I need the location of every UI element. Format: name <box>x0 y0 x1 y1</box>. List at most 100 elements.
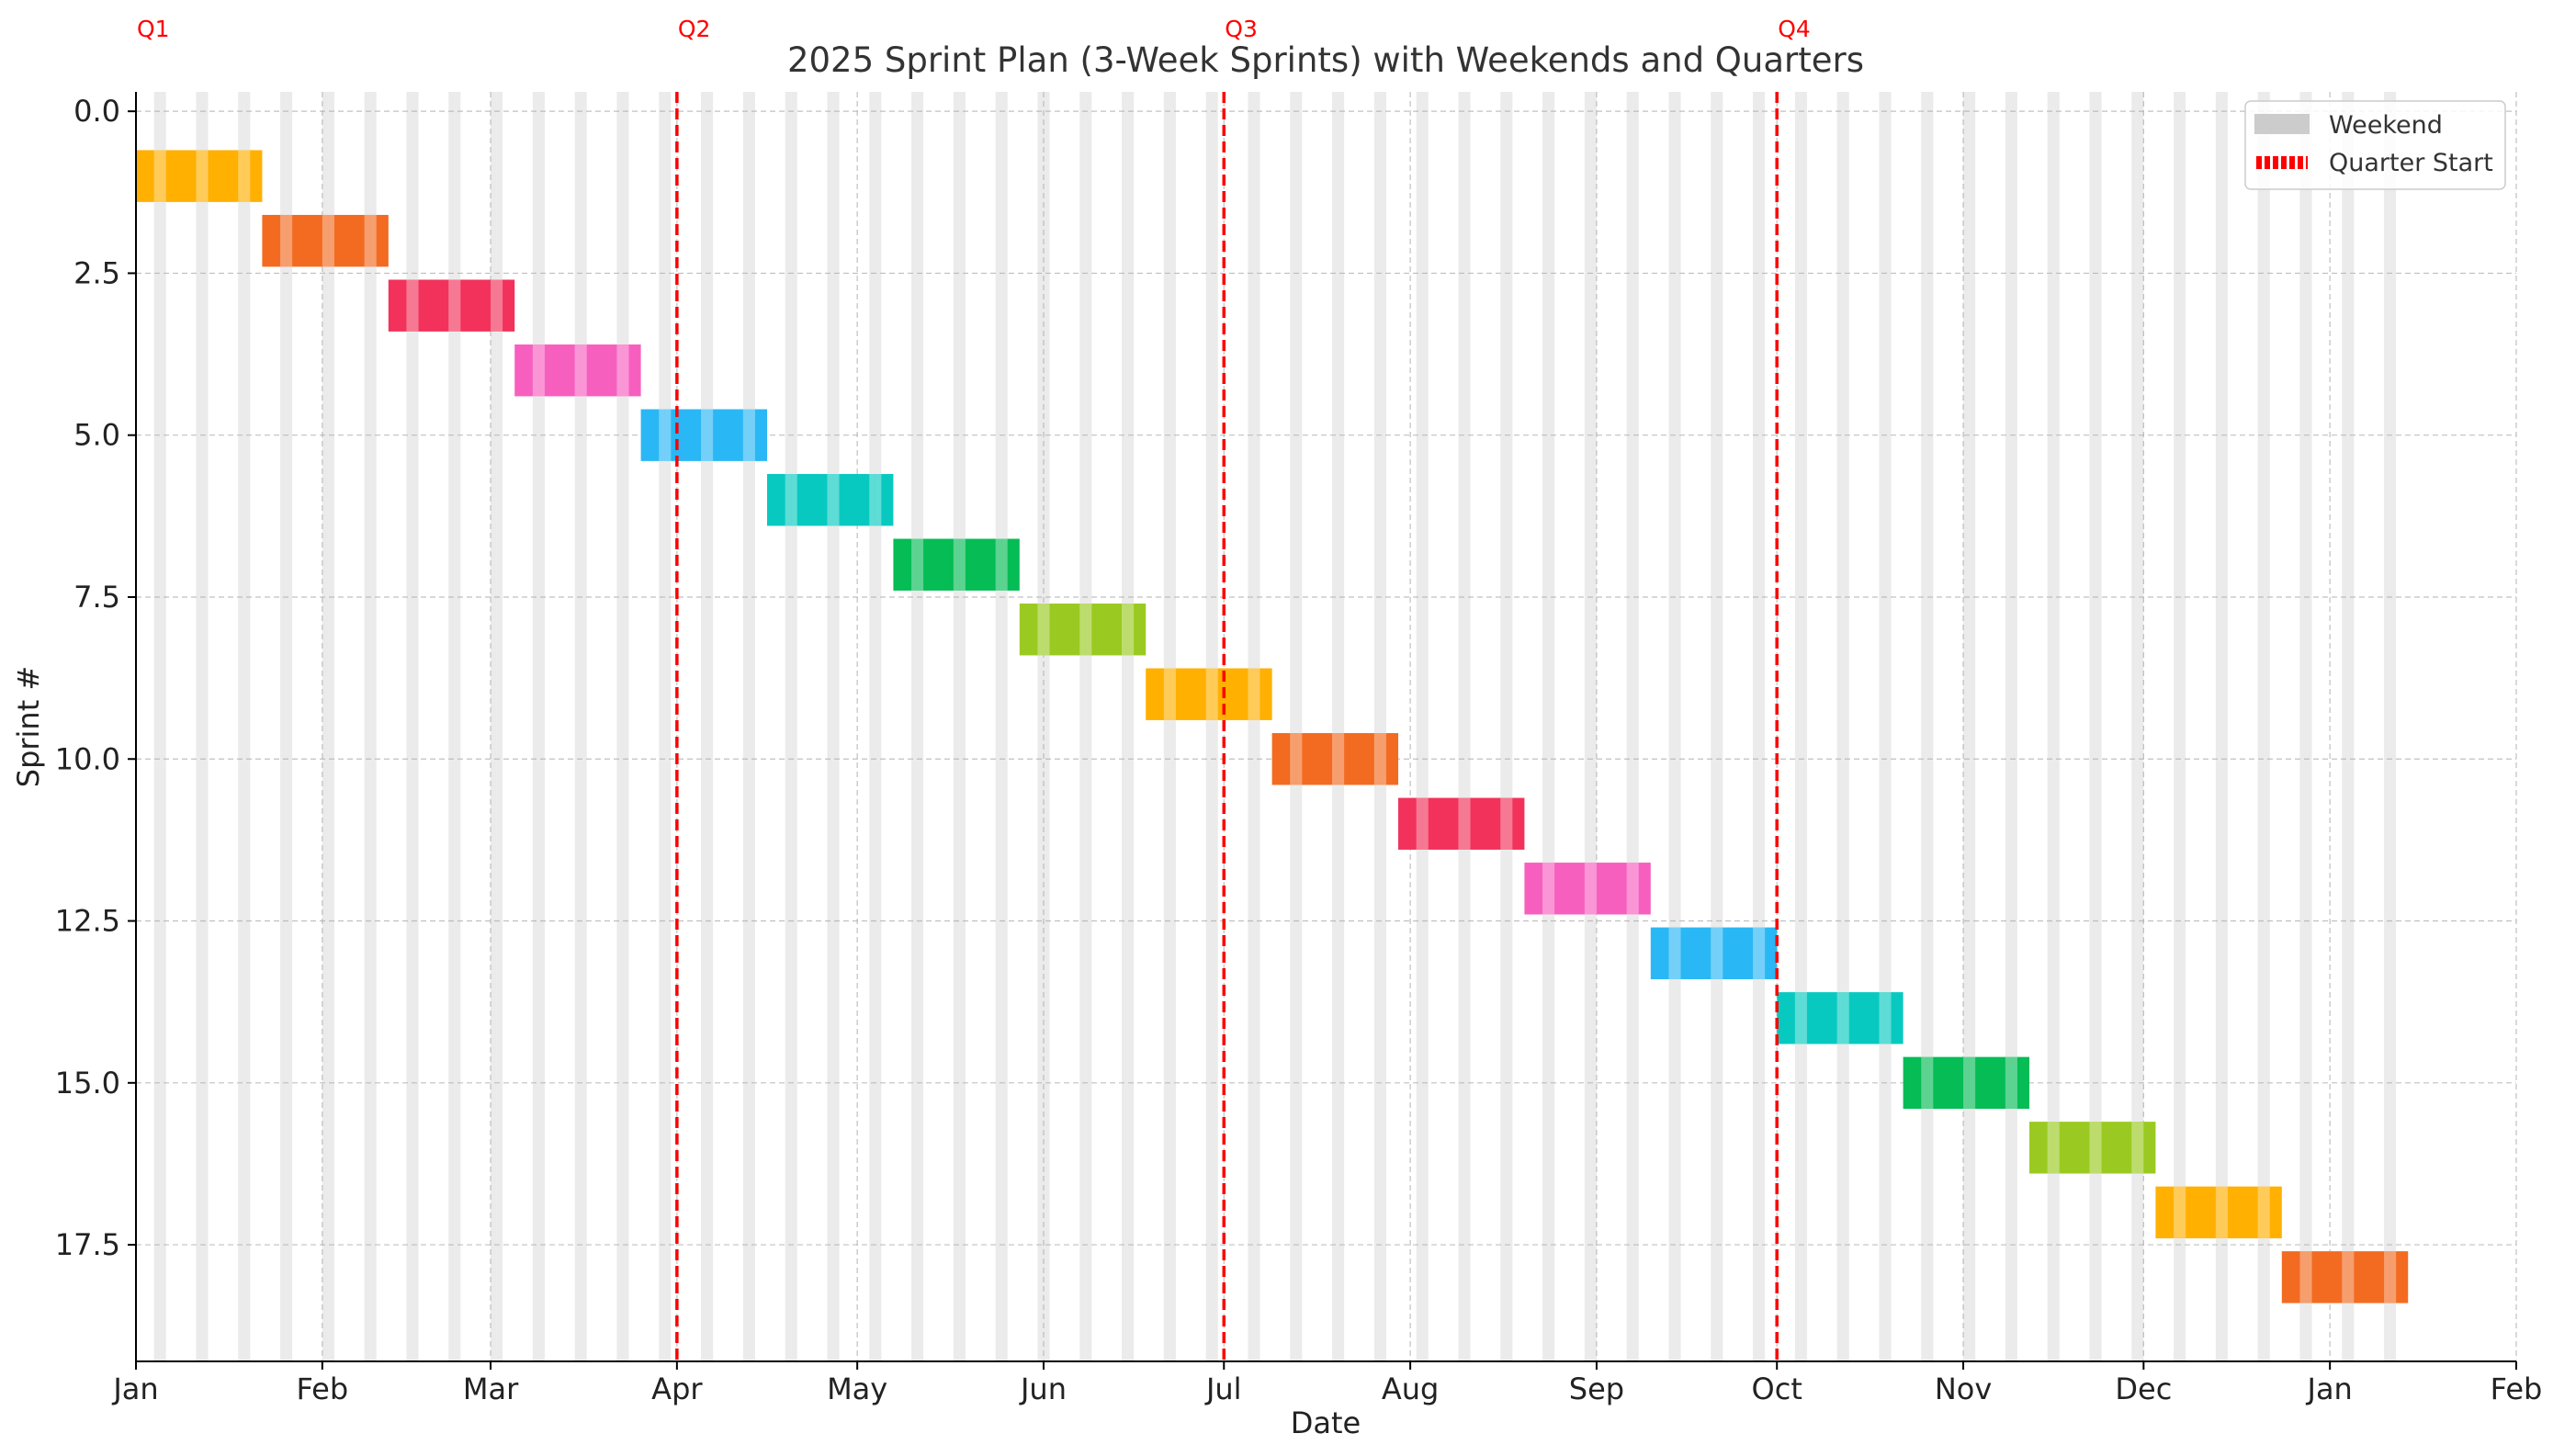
sprint-bar-weekend <box>538 344 545 397</box>
weekend-band <box>785 92 792 1361</box>
sprint-bar-weekend <box>1879 992 1885 1044</box>
weekend-band <box>2221 92 2228 1361</box>
weekend-band <box>1001 92 1008 1361</box>
sprint-bar-weekend <box>2095 1122 2102 1174</box>
weekend-band <box>1463 92 1471 1361</box>
sprint-bar-weekend <box>280 214 287 267</box>
sprint-bar-weekend <box>286 214 293 267</box>
sprint-bar-weekend <box>2011 1056 2017 1110</box>
weekend-bands <box>153 92 2397 1361</box>
legend-weekend-swatch <box>2254 114 2310 134</box>
sprint-bar-weekend <box>2215 1186 2222 1239</box>
sprint-bar-weekend <box>1463 797 1471 850</box>
x-tick-label: Sep <box>1569 1371 1624 1406</box>
weekend-band <box>1253 92 1260 1361</box>
sprint-bar-weekend <box>1794 992 1802 1044</box>
weekend-band <box>2384 92 2390 1361</box>
legend-quarter-label: Quarter Start <box>2329 149 2493 177</box>
sprint-bar-weekend <box>1338 733 1345 785</box>
weekend-band <box>1590 92 1597 1361</box>
sprint-bar-weekend <box>581 344 587 397</box>
quarter-label: Q2 <box>678 16 711 42</box>
weekend-band <box>959 92 966 1361</box>
y-axis-label: Sprint # <box>11 666 46 787</box>
weekend-band <box>1926 92 1934 1361</box>
sprint-bar <box>2281 1251 2409 1304</box>
weekend-band <box>2257 92 2265 1361</box>
weekend-band <box>659 92 665 1361</box>
weekend-band <box>1879 92 1885 1361</box>
weekend-band <box>616 92 623 1361</box>
weekend-band <box>1248 92 1254 1361</box>
sprint-bar-weekend <box>196 150 202 202</box>
sprint-bar <box>1146 668 1272 720</box>
quarter-label: Q3 <box>1225 16 1258 42</box>
sprint-bar-weekend <box>706 409 714 461</box>
sprint-bar-weekend <box>1079 604 1086 656</box>
sprint-bar-weekend <box>749 409 755 461</box>
sprint-bar-weekend <box>1843 992 1849 1044</box>
weekend-band <box>2264 92 2270 1361</box>
sprint-bar-weekend <box>153 150 161 202</box>
weekend-band <box>749 92 755 1361</box>
sprint-bar-weekend <box>1758 927 1766 979</box>
legend: Weekend Quarter Start <box>2244 100 2506 190</box>
sprint-bar-weekend <box>1626 863 1633 915</box>
sprint-bar <box>1271 733 1399 785</box>
sprint-bar <box>640 409 768 461</box>
sprint-bar-weekend <box>370 214 377 267</box>
weekend-band <box>911 92 918 1361</box>
sprint-bar-weekend <box>1921 1056 1927 1110</box>
sprint-bar-weekend <box>1422 797 1429 850</box>
weekend-band <box>1416 92 1423 1361</box>
weekend-band <box>2299 92 2306 1361</box>
weekend-band <box>2174 92 2180 1361</box>
sprint-bar-weekend <box>616 344 623 397</box>
x-tick-label: May <box>827 1371 887 1406</box>
weekend-band <box>322 92 329 1361</box>
weekend-band <box>1127 92 1135 1361</box>
weekend-band <box>491 92 497 1361</box>
sprint-bar-weekend <box>322 214 329 267</box>
sprint-bar <box>136 150 263 202</box>
weekend-band <box>1794 92 1802 1361</box>
weekend-band <box>1674 92 1681 1361</box>
sprint-bar-weekend <box>1836 992 1844 1044</box>
weekend-band <box>1921 92 1927 1361</box>
weekend-band <box>370 92 377 1361</box>
sprint-bar-weekend <box>659 409 665 461</box>
y-tick-label: 17.5 <box>55 1227 120 1262</box>
sprint-bar-weekend <box>2089 1122 2095 1174</box>
sprint-bar-weekend <box>1380 733 1386 785</box>
weekend-band <box>448 92 455 1361</box>
sprint-bar-weekend <box>791 474 797 526</box>
weekend-band <box>1542 92 1549 1361</box>
weekend-band <box>827 92 833 1361</box>
axes <box>135 92 2516 1362</box>
x-tick-label: Jul <box>1204 1371 1242 1406</box>
sprint-bar-weekend-overlays <box>153 150 2397 1304</box>
weekend-band <box>1290 92 1296 1361</box>
weekend-band <box>1169 92 1176 1361</box>
weekend-band <box>2215 92 2222 1361</box>
sprint-bar-weekend <box>2005 1056 2012 1110</box>
sprint-bar-weekend <box>1590 863 1597 915</box>
sprint-bar-weekend <box>1458 797 1464 850</box>
sprint-bar-weekend <box>160 150 166 202</box>
sprint-bar-weekend <box>2384 1251 2390 1304</box>
weekend-band <box>1836 92 1844 1361</box>
weekend-band <box>953 92 960 1361</box>
weekend-band <box>832 92 840 1361</box>
weekend-band <box>201 92 209 1361</box>
sprint-bar-weekend <box>574 344 582 397</box>
sprint-bar-weekend <box>2221 1186 2228 1239</box>
weekend-band <box>2005 92 2012 1361</box>
weekend-band <box>1205 92 1213 1361</box>
sprint-bar <box>893 538 1020 591</box>
quarter-labels: Q1 Q2 Q3 Q4 <box>137 16 1811 42</box>
weekend-band <box>1422 92 1429 1361</box>
sprint-bar-weekend <box>2174 1186 2180 1239</box>
sprint-bar-weekend <box>1205 668 1213 720</box>
sprint-bar-weekend <box>2305 1251 2312 1304</box>
